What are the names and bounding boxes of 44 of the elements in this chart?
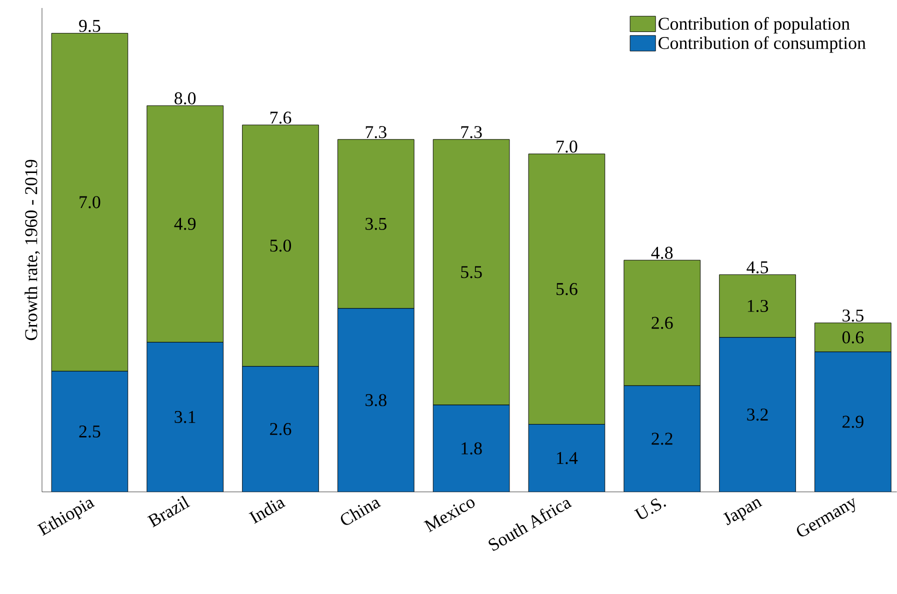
bar [528, 424, 605, 492]
bar [338, 308, 414, 492]
y-axis-title: Growth rate, 1960 - 2019 [24, 160, 40, 340]
data-label: 5.6 [556, 283, 578, 296]
total-label: 7.3 [461, 126, 482, 138]
data-label: 5.5 [461, 266, 482, 278]
bar [52, 371, 128, 492]
data-label: 2.6 [652, 316, 673, 330]
data-label: 2.9 [842, 416, 864, 428]
data-label: 4.9 [174, 218, 196, 230]
data-label: 0.6 [842, 331, 864, 344]
data-label: 3.2 [747, 408, 768, 421]
total-label: 7.6 [270, 112, 292, 124]
bar [242, 366, 319, 492]
data-label: 2.5 [79, 426, 100, 438]
total-label: 3.5 [842, 310, 864, 322]
x-tick-label: India [248, 500, 286, 524]
total-label: 7.0 [556, 140, 578, 153]
data-label: 2.6 [270, 423, 292, 436]
data-label: 1.4 [557, 452, 578, 464]
total-label: 7.3 [366, 126, 386, 138]
data-label: 1.8 [462, 442, 482, 455]
bar [814, 352, 892, 492]
bar [146, 342, 224, 492]
total-label: 4.5 [746, 261, 768, 274]
legend-label: Contribution of consumption [658, 36, 866, 53]
total-label: 8.0 [174, 92, 196, 104]
total-label: 9.5 [79, 20, 100, 32]
data-label: 2.2 [652, 432, 672, 445]
bar [719, 337, 796, 492]
data-label: 5.0 [270, 240, 292, 252]
data-label: 3.8 [366, 394, 386, 406]
data-label: 7.0 [80, 196, 100, 208]
total-label: 4.8 [651, 246, 673, 259]
x-tick-label: China [340, 500, 382, 525]
x-tick-label: Japan [723, 499, 762, 526]
bar [433, 405, 510, 492]
x-tick-label: U.S. [634, 498, 666, 519]
x-tick-label: South Africa [488, 500, 572, 551]
bar [624, 386, 700, 492]
data-label: 3.5 [366, 218, 386, 230]
data-label: 1.3 [748, 300, 768, 312]
legend-label: Contribution of population [658, 17, 850, 34]
data-label: 3.1 [174, 411, 196, 424]
